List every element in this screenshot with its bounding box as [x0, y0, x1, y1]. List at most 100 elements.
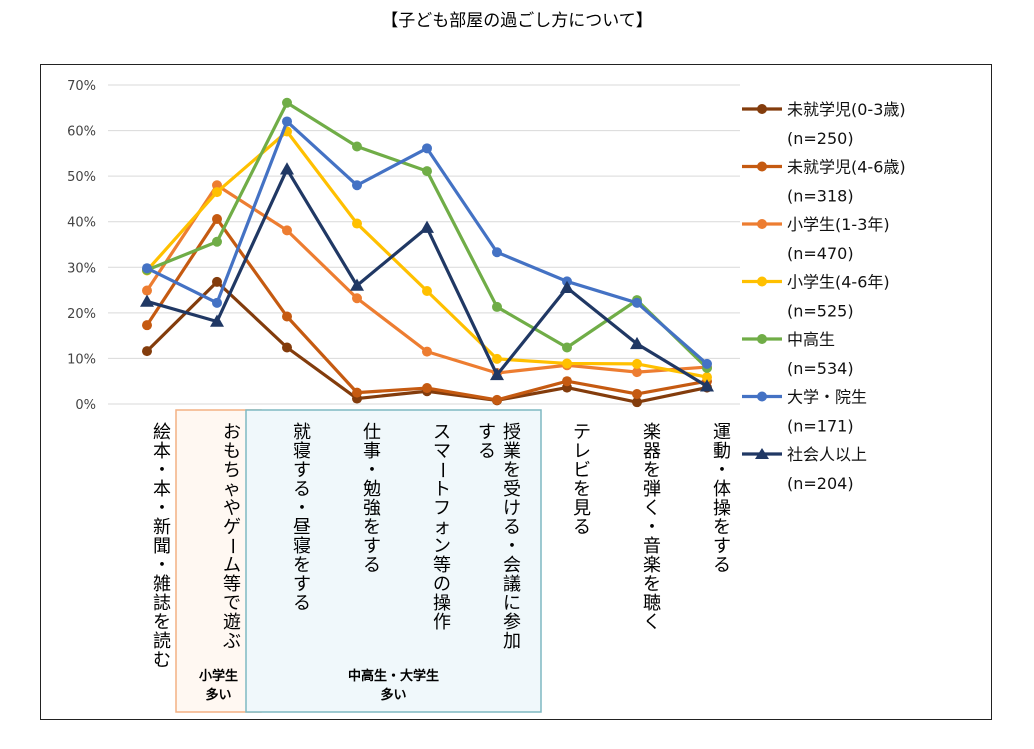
data-point	[142, 320, 152, 331]
annotation-label: 小学生	[199, 668, 238, 684]
svg-text:す: す	[363, 536, 381, 557]
legend-sample-size: (n=534)	[787, 359, 854, 378]
svg-text:ー: ー	[221, 537, 242, 555]
svg-text:本: 本	[153, 441, 171, 462]
svg-text:す: す	[713, 536, 731, 557]
svg-text:会: 会	[503, 555, 521, 576]
data-point	[562, 376, 572, 387]
legend-label: 社会人以上	[787, 445, 867, 464]
svg-text:る: る	[293, 479, 311, 500]
svg-text:等: 等	[223, 574, 241, 595]
data-point	[212, 297, 222, 308]
data-point	[140, 294, 154, 307]
svg-text:誌: 誌	[153, 593, 171, 614]
data-point	[632, 397, 642, 408]
annotation-label: 多い	[205, 687, 231, 703]
svg-text:ス: ス	[433, 422, 451, 443]
data-point	[282, 116, 292, 127]
legend-item: 未就学児(4-6歳) (n=318)	[742, 158, 906, 206]
svg-text:・: ・	[713, 460, 731, 481]
data-point	[352, 293, 362, 304]
legend-label: 小学生(4-6年)	[787, 273, 890, 292]
annotation-boxes	[175, 409, 542, 713]
series-6	[140, 162, 714, 392]
svg-text:ビ: ビ	[573, 460, 591, 481]
data-point	[702, 358, 712, 369]
svg-text:・: ・	[153, 460, 171, 481]
legend-label: 中高生	[787, 330, 835, 349]
data-point	[212, 236, 222, 247]
data-point	[352, 180, 362, 191]
svg-text:読: 読	[153, 631, 171, 652]
svg-text:寝: 寝	[293, 536, 311, 557]
data-point	[560, 280, 574, 294]
legend-item: 社会人以上 (n=204)	[742, 445, 867, 493]
data-point	[282, 225, 292, 236]
legend-item: 中高生 (n=534)	[742, 330, 854, 378]
data-point	[702, 372, 712, 383]
data-point	[422, 285, 432, 296]
svg-text:器: 器	[643, 441, 661, 462]
svg-text:雑: 雑	[153, 574, 171, 595]
svg-text:動: 動	[713, 441, 731, 462]
svg-text:を: を	[293, 555, 311, 576]
svg-text:を: を	[713, 517, 731, 538]
data-point	[492, 394, 502, 405]
data-point	[632, 358, 642, 369]
svg-text:・: ・	[153, 498, 171, 519]
svg-text:を: を	[643, 460, 661, 481]
data-point	[212, 180, 222, 191]
y-tick-label: 40%	[67, 216, 96, 231]
legend-label: 未就学児(0-3歳)	[787, 100, 906, 119]
data-point	[490, 367, 504, 381]
y-tick-label: 30%	[67, 261, 96, 276]
svg-text:く: く	[643, 498, 661, 519]
data-point	[562, 358, 572, 369]
svg-text:る: る	[293, 593, 311, 614]
series-5	[142, 116, 712, 369]
svg-text:る: る	[713, 555, 731, 576]
svg-text:マ: マ	[433, 441, 451, 462]
svg-text:ト: ト	[433, 479, 451, 500]
legend-sample-size: (n=318)	[787, 187, 854, 206]
svg-text:操: 操	[433, 593, 451, 614]
y-tick-label: 50%	[67, 170, 96, 185]
annotation-box-1	[245, 409, 542, 713]
labels: 小学生多い中高生・大学生多い0%10%20%30%40%50%60%70%絵本・…	[67, 79, 731, 703]
svg-text:等: 等	[433, 555, 451, 576]
svg-text:運: 運	[713, 422, 731, 443]
svg-text:を: を	[573, 479, 591, 500]
svg-text:・: ・	[153, 555, 171, 576]
svg-text:参: 参	[503, 612, 521, 633]
data-point	[422, 383, 432, 394]
svg-text:・: ・	[293, 498, 311, 519]
svg-text:ー: ー	[431, 461, 452, 479]
y-tick-label: 70%	[67, 79, 96, 94]
svg-text:強: 強	[363, 498, 381, 519]
annotation-label: 中高生・大学生	[348, 668, 439, 684]
data-point	[422, 166, 432, 177]
svg-text:を: を	[363, 517, 381, 538]
svg-text:す: す	[293, 574, 311, 595]
data-point	[562, 342, 572, 353]
svg-text:ぶ: ぶ	[223, 631, 241, 652]
svg-text:ゲ: ゲ	[223, 517, 241, 538]
svg-text:お: お	[223, 422, 241, 443]
svg-text:ち: ち	[223, 460, 241, 481]
svg-text:ゃ: ゃ	[223, 479, 241, 500]
series-lines	[140, 97, 714, 408]
svg-text:議: 議	[503, 574, 521, 595]
svg-text:る: る	[363, 555, 381, 576]
svg-text:も: も	[223, 441, 241, 462]
svg-text:フ: フ	[433, 498, 451, 519]
data-point	[212, 213, 222, 224]
svg-text:ン: ン	[433, 536, 451, 557]
svg-text:加: 加	[503, 631, 521, 652]
